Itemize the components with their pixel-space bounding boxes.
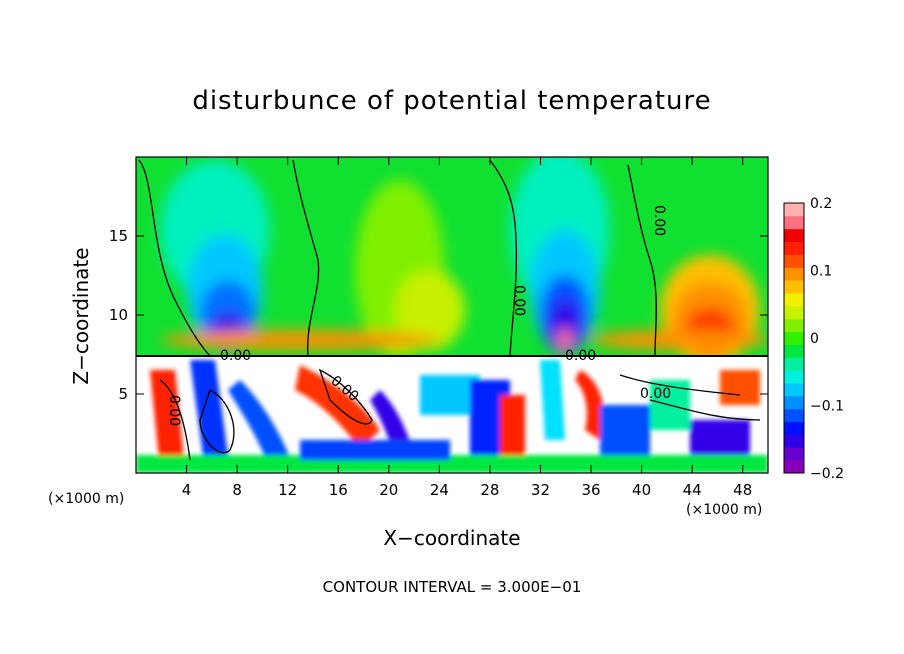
x-axis-ticks: 4 8 12 16 20 24 28 32 36 40 44 48 [182, 157, 752, 499]
colorbar-swatch [784, 215, 804, 230]
colorbar-swatch [784, 460, 804, 474]
contour-label: 0.00 [511, 285, 527, 316]
x-tick-label: 36 [581, 481, 600, 499]
y-tick-label: 15 [109, 227, 128, 245]
colorbar-swatch [784, 331, 804, 345]
colorbar-ticks: −0.2 −0.1 0 0.1 0.2 [810, 196, 844, 482]
x-tick-label: 40 [632, 481, 651, 499]
colorbar-tick-label: −0.2 [810, 466, 844, 482]
colorbar-swatch [784, 305, 804, 320]
colorbar-swatch [784, 408, 804, 423]
colorbar-swatch [784, 241, 804, 255]
colorbar-frame [783, 202, 805, 474]
y-axis-ticks: 5 10 15 [109, 227, 768, 403]
colorbar-tick-label: 0 [810, 331, 819, 347]
x-tick-label: 28 [480, 481, 499, 499]
y-axis-label: Z−coordinate [69, 247, 93, 385]
colorbar-swatch [784, 293, 804, 307]
contour-lines [136, 159, 768, 461]
x-tick-label: 32 [531, 481, 550, 499]
colorbar-swatch [784, 280, 804, 294]
colorbar-swatch [784, 344, 804, 358]
colorbar-swatch [784, 318, 804, 333]
x-unit-label-left: (×1000 m) [48, 491, 125, 507]
colorbar-swatch [784, 421, 804, 435]
x-tick-label: 48 [733, 481, 752, 499]
colorbar-swatch [784, 447, 804, 461]
x-tick-label: 44 [683, 481, 702, 499]
colorbar-swatch [784, 254, 804, 268]
contour-label: 0.00 [651, 205, 667, 236]
x-tick-label: 4 [182, 481, 192, 499]
x-tick-label: 20 [379, 481, 398, 499]
colorbar-swatch [784, 383, 804, 397]
contour-interval-note: CONTOUR INTERVAL = 3.000E−01 [322, 578, 582, 596]
contour-label: 0.00 [220, 348, 251, 364]
y-tick-label: 10 [109, 306, 128, 324]
chart-title: disturbunce of potential temperature [192, 86, 712, 116]
colorbar-swatch [784, 434, 804, 448]
contour-label: 0.00 [166, 395, 182, 426]
contour-label: 0.00 [565, 348, 596, 364]
colorbar-swatch [784, 395, 804, 410]
y-tick-label: 5 [118, 385, 128, 403]
colorbar-swatch [784, 267, 804, 281]
x-tick-label: 12 [278, 481, 297, 499]
x-axis-label: X−coordinate [383, 526, 521, 550]
x-tick-label: 24 [430, 481, 449, 499]
x-tick-label: 8 [232, 481, 242, 499]
x-unit-label-right: (×1000 m) [686, 502, 763, 518]
contour-label: 0.00 [640, 386, 671, 402]
upper-region-blobs [160, 157, 768, 365]
plot-field [136, 157, 768, 473]
colorbar-tick-label: 0.1 [810, 264, 832, 280]
colorbar-tick-label: 0.2 [810, 196, 832, 212]
colorbar-tick-label: −0.1 [810, 399, 844, 415]
colorbar-swatch [784, 370, 804, 384]
colorbar-swatch [784, 203, 804, 217]
colorbar [784, 203, 804, 474]
colorbar-swatch [784, 228, 804, 243]
colorbar-swatch [784, 357, 804, 371]
x-tick-label: 16 [329, 481, 348, 499]
